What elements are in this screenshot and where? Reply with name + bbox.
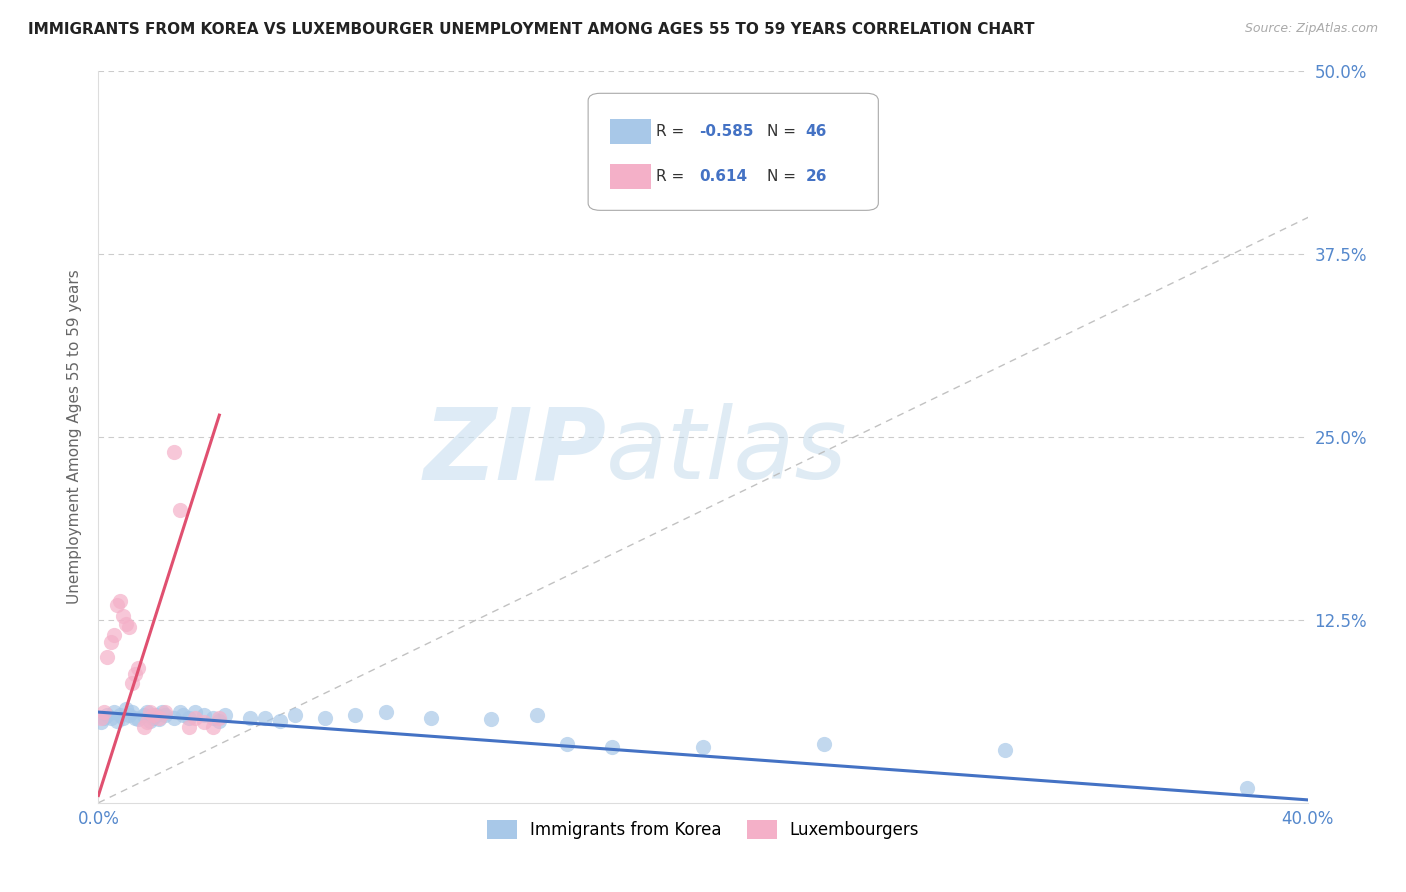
Point (145, 708, 167, 723)
Point (239, 711, 262, 725)
Point (114, 702, 136, 716)
Point (114, 617, 136, 632)
Point (148, 713, 170, 727)
Point (253, 711, 276, 725)
Point (96, 649, 118, 664)
Text: 0.614: 0.614 (699, 169, 748, 184)
Point (132, 708, 155, 723)
Point (344, 708, 367, 723)
Point (150, 705, 173, 719)
Point (135, 705, 157, 719)
Point (526, 708, 548, 723)
Point (93, 711, 115, 725)
Text: 26: 26 (806, 169, 827, 184)
Point (124, 711, 146, 725)
Point (153, 705, 176, 719)
Point (90, 715, 112, 730)
Point (184, 711, 207, 725)
Text: N =: N = (768, 169, 801, 184)
Point (208, 714, 231, 728)
Point (202, 711, 225, 725)
Text: R =: R = (655, 124, 689, 139)
Point (135, 715, 157, 730)
Point (118, 620, 141, 634)
Point (111, 711, 134, 725)
Point (163, 711, 186, 725)
Text: atlas: atlas (606, 403, 848, 500)
Text: Source: ZipAtlas.com: Source: ZipAtlas.com (1244, 22, 1378, 36)
Point (111, 608, 134, 623)
Text: 46: 46 (806, 124, 827, 139)
Y-axis label: Unemployment Among Ages 55 to 59 years: Unemployment Among Ages 55 to 59 years (67, 269, 83, 605)
Point (121, 676, 143, 690)
Point (202, 720, 225, 734)
Point (142, 708, 165, 723)
Point (994, 743, 1017, 757)
Point (105, 714, 128, 728)
Point (172, 708, 194, 723)
Point (108, 708, 131, 723)
Point (163, 444, 186, 458)
Text: IMMIGRANTS FROM KOREA VS LUXEMBOURGER UNEMPLOYMENT AMONG AGES 55 TO 59 YEARS COR: IMMIGRANTS FROM KOREA VS LUXEMBOURGER UN… (28, 22, 1035, 37)
Point (121, 705, 143, 719)
FancyBboxPatch shape (610, 119, 651, 144)
Point (105, 599, 128, 613)
Legend: Immigrants from Korea, Luxembourgers: Immigrants from Korea, Luxembourgers (479, 814, 927, 846)
Point (139, 705, 162, 719)
Point (100, 635, 122, 649)
Point (269, 714, 291, 728)
Point (90, 711, 112, 725)
FancyBboxPatch shape (588, 94, 879, 211)
Point (96, 708, 118, 723)
Point (193, 715, 215, 730)
Point (153, 708, 176, 723)
Point (374, 705, 396, 719)
Point (169, 705, 191, 719)
Point (100, 711, 122, 725)
Text: R =: R = (655, 169, 689, 184)
Point (1236, 781, 1258, 796)
Point (132, 720, 155, 734)
Text: -0.585: -0.585 (699, 124, 754, 139)
Point (193, 708, 215, 723)
Point (127, 713, 149, 727)
Point (555, 737, 578, 751)
Point (179, 711, 201, 725)
Point (184, 705, 207, 719)
Point (124, 667, 146, 681)
Point (692, 740, 714, 755)
Point (142, 711, 165, 725)
Point (103, 627, 125, 641)
Point (118, 708, 141, 723)
Point (602, 740, 624, 755)
Point (108, 594, 131, 608)
Point (481, 713, 503, 727)
Point (420, 711, 443, 725)
Point (148, 711, 170, 725)
Point (103, 705, 125, 719)
Text: N =: N = (768, 124, 801, 139)
Point (179, 720, 201, 734)
Point (169, 503, 191, 517)
Point (214, 708, 236, 723)
Point (284, 708, 307, 723)
Point (93, 705, 115, 719)
Point (208, 711, 231, 725)
Text: ZIP: ZIP (423, 403, 606, 500)
Point (139, 714, 162, 728)
FancyBboxPatch shape (610, 164, 651, 189)
Point (813, 737, 835, 751)
Point (314, 711, 336, 725)
Point (127, 661, 149, 675)
